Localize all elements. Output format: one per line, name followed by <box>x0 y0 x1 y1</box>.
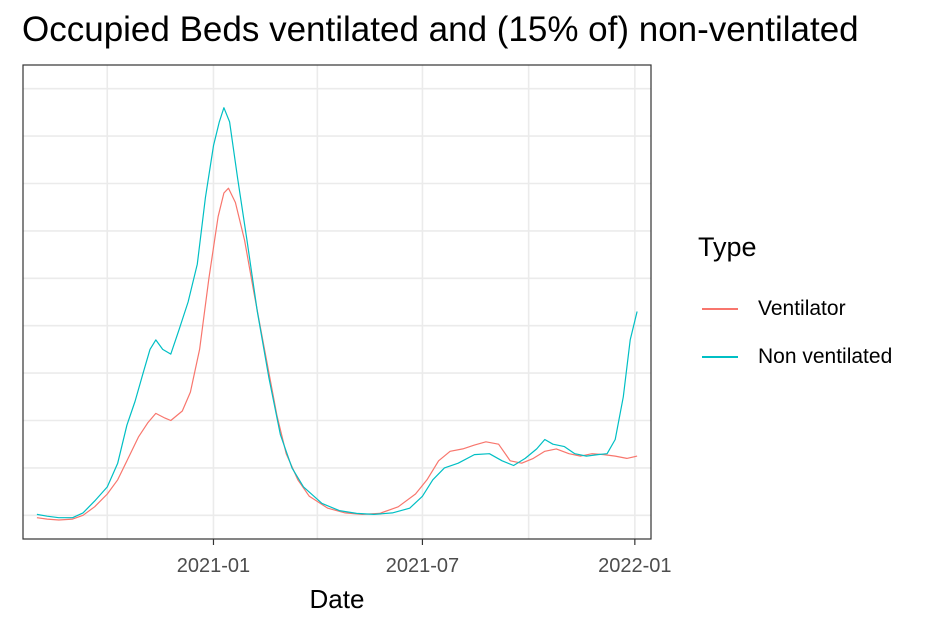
legend-label-ventilator: Ventilator <box>758 297 846 320</box>
x-tick-label: 2021-07 <box>386 555 459 577</box>
x-axis-ticks <box>212 539 636 545</box>
series-line-ventilator <box>36 187 638 521</box>
x-tick-label: 2022-01 <box>598 555 671 577</box>
series-line-non-ventilated <box>36 107 638 519</box>
series-layer <box>36 107 638 521</box>
x-axis-title: Date <box>310 584 365 614</box>
legend: Type Ventilator Non ventilated <box>698 232 892 381</box>
grid-major <box>23 65 651 539</box>
chart-title: Occupied Beds ventilated and (15% of) no… <box>22 10 859 49</box>
legend-key-non-ventilated <box>702 356 738 358</box>
legend-key-ventilator <box>702 308 738 310</box>
panel-border <box>22 64 652 540</box>
legend-item-ventilator: Ventilator <box>698 285 892 333</box>
legend-label-non-ventilated: Non ventilated <box>758 345 893 368</box>
legend-title: Type <box>698 232 757 262</box>
legend-item-non-ventilated: Non ventilated <box>698 333 892 381</box>
x-tick-label: 2021-01 <box>177 555 250 577</box>
x-axis-tick-labels: 2021-01 2021-07 2022-01 <box>177 555 672 577</box>
